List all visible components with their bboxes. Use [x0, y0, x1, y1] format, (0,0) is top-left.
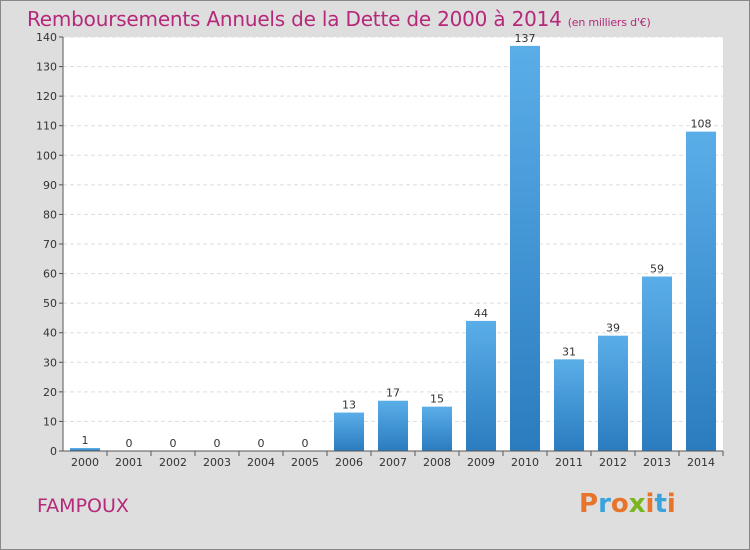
- bar: [70, 448, 100, 451]
- bar: [378, 400, 408, 451]
- x-tick-label: 2013: [643, 456, 671, 469]
- bar-value-label: 1: [82, 434, 89, 447]
- bar-value-label: 0: [258, 437, 265, 450]
- y-tick-label: 130: [36, 61, 57, 74]
- y-tick-label: 90: [43, 179, 57, 192]
- x-tick-label: 2008: [423, 456, 451, 469]
- y-tick-label: 120: [36, 90, 57, 103]
- chart-title: Remboursements Annuels de la Dette de 20…: [27, 7, 651, 31]
- y-tick-label: 80: [43, 208, 57, 221]
- x-tick-label: 2012: [599, 456, 627, 469]
- y-tick-label: 40: [43, 327, 57, 340]
- x-tick-label: 2005: [291, 456, 319, 469]
- bar-value-label: 137: [515, 32, 536, 45]
- y-tick-label: 140: [36, 31, 57, 44]
- bar-value-label: 39: [606, 322, 620, 335]
- bar: [422, 406, 452, 451]
- brand-letter: o: [610, 489, 629, 519]
- x-axis: 2000 2001 2002 2003 2004 2005 2006 2007 2008 2009…: [63, 450, 724, 469]
- x-tick-label: 2002: [159, 456, 187, 469]
- bar-value-label: 13: [342, 399, 356, 412]
- brand-letter: i: [645, 489, 655, 519]
- y-tick-label: 100: [36, 149, 57, 162]
- bar: [642, 276, 672, 451]
- gridlines: [63, 36, 723, 422]
- bar-value-label: 17: [386, 387, 400, 400]
- y-tick-label: 110: [36, 120, 57, 133]
- bar: [466, 320, 496, 451]
- bar-value-label: 0: [214, 437, 221, 450]
- bar-value-label: 44: [474, 307, 488, 320]
- x-tick-label: 2003: [203, 456, 231, 469]
- bar-value-label: 0: [170, 437, 177, 450]
- x-tick-label: 2006: [335, 456, 363, 469]
- x-tick-label: 2009: [467, 456, 495, 469]
- bar-value-label: 0: [302, 437, 309, 450]
- y-tick-label: 30: [43, 356, 57, 369]
- bar-value-label: 31: [562, 345, 576, 358]
- commune-name: FAMPOUX: [37, 495, 129, 517]
- chart-title-text: Remboursements Annuels de la Dette de 20…: [27, 7, 562, 31]
- x-tick-label: 2010: [511, 456, 539, 469]
- bar: [598, 335, 628, 451]
- x-tick-label: 2011: [555, 456, 583, 469]
- chart-subtitle: (en milliers d'€): [567, 16, 651, 29]
- x-tick-label: 2004: [247, 456, 275, 469]
- brand-letter: r: [598, 489, 611, 519]
- x-tick-label: 2000: [71, 456, 99, 469]
- y-tick-label: 20: [43, 386, 57, 399]
- bar: [686, 131, 716, 451]
- bar: [334, 412, 364, 451]
- y-tick-label: 50: [43, 297, 57, 310]
- bar-value-label: 15: [430, 393, 444, 406]
- bar: [510, 45, 540, 451]
- bar-value-label: 108: [691, 118, 712, 131]
- y-tick-label: 70: [43, 238, 57, 251]
- brand-letter: i: [666, 489, 676, 519]
- x-tick-label: 2001: [115, 456, 143, 469]
- y-axis: 0 10 20 30 40 50 60 70 80 90 100 110 120 130 140: [36, 31, 64, 458]
- bar-value-label: 59: [650, 263, 664, 276]
- brand-letter: P: [579, 489, 599, 519]
- y-tick-label: 0: [50, 445, 57, 458]
- y-tick-label: 10: [43, 415, 57, 428]
- bar-value-label: 0: [126, 437, 133, 450]
- brand-letter: t: [654, 489, 667, 519]
- bar: [554, 359, 584, 451]
- x-tick-label: 2014: [687, 456, 715, 469]
- brand-letter: x: [628, 489, 646, 519]
- proxiti-logo: Proxiti: [579, 489, 676, 519]
- x-tick-label: 2007: [379, 456, 407, 469]
- bars: 1 0 0 0 0 0 13 17 15 44 137 31 39 59 108: [70, 32, 716, 451]
- y-tick-label: 60: [43, 268, 57, 281]
